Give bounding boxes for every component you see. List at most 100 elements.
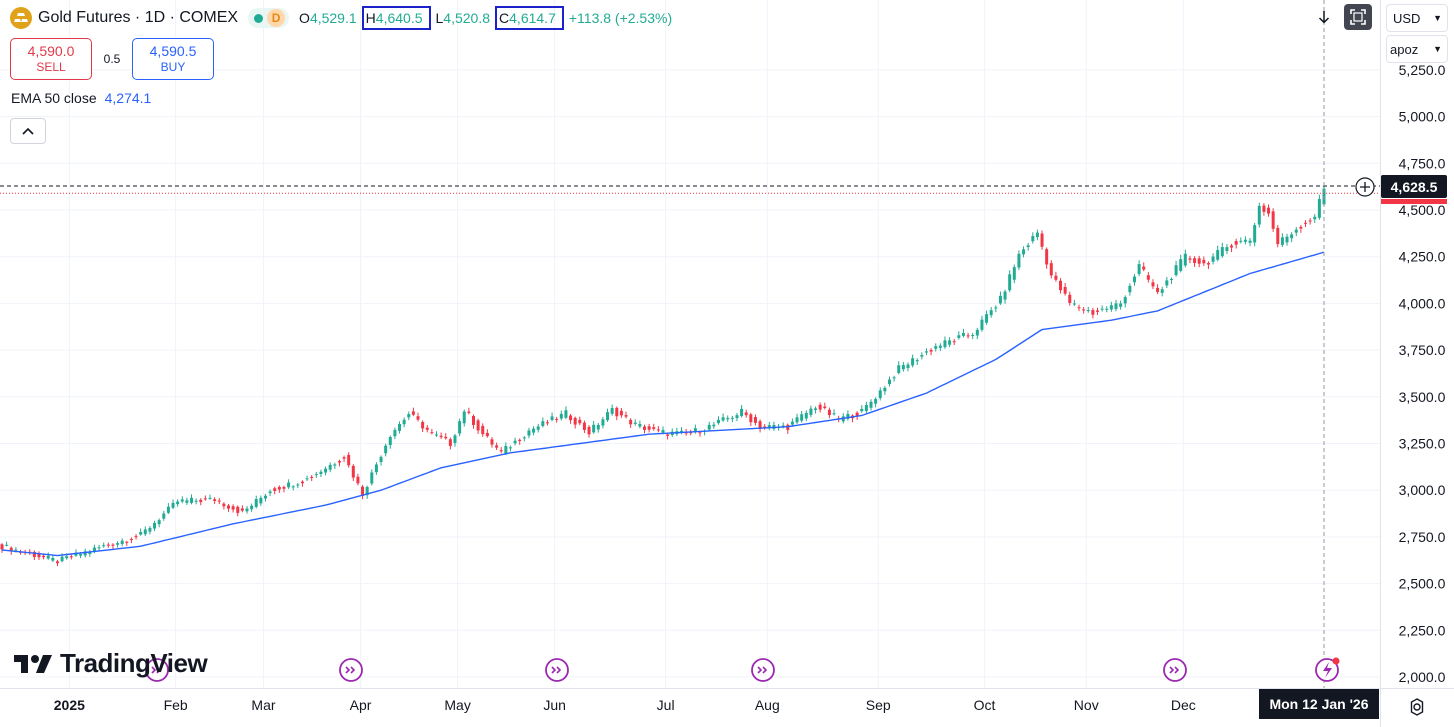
candle-body xyxy=(587,426,591,435)
candle xyxy=(1211,253,1215,265)
event-marker-ring xyxy=(145,658,169,682)
candle-body xyxy=(129,538,133,540)
candle-body xyxy=(5,544,9,546)
candle xyxy=(989,307,993,318)
candle-body xyxy=(545,422,549,424)
candle-body xyxy=(1017,253,1021,268)
event-marker-icon[interactable] xyxy=(751,658,775,682)
unit-select[interactable]: apoz ▼ xyxy=(1386,35,1448,63)
candle xyxy=(887,376,891,387)
candle xyxy=(1253,222,1257,247)
candle-body xyxy=(1156,287,1160,292)
scroll-to-latest-button[interactable] xyxy=(1310,4,1338,30)
candle xyxy=(139,528,143,536)
symbol-header: Gold Futures · 1D · COMEX D O 4,529.1 H 4,… xyxy=(10,6,677,30)
candle-body xyxy=(203,498,207,500)
price-axis: 2,000.0 2,250.0 2,500.0 2,750.0 3,000.0 3,250… xyxy=(1399,62,1446,685)
symbol-title[interactable]: Gold Futures · 1D · COMEX xyxy=(38,9,239,26)
candle xyxy=(1257,202,1261,228)
candle xyxy=(102,542,106,548)
candle-body xyxy=(786,424,790,431)
candle-body xyxy=(957,335,961,338)
candle xyxy=(495,442,499,451)
currency-value: USD xyxy=(1393,10,1421,26)
sell-button[interactable]: 4,590.0 SELL xyxy=(10,38,92,80)
candle xyxy=(236,505,240,517)
candle xyxy=(744,409,748,418)
candle-body xyxy=(305,478,309,480)
candle xyxy=(1054,271,1058,282)
candle xyxy=(171,499,175,510)
event-marker-icon[interactable] xyxy=(1163,658,1187,682)
crosshair-date-tag: Mon 12 Jan '26 xyxy=(1269,696,1368,712)
candle xyxy=(190,494,194,505)
add-alert-icon[interactable] xyxy=(1355,177,1375,197)
event-marker-icon[interactable] xyxy=(145,658,169,682)
candle-body xyxy=(1063,286,1067,294)
candle xyxy=(1165,276,1169,288)
candle-body xyxy=(111,544,115,546)
candle xyxy=(1230,243,1234,253)
time-axis-label: Feb xyxy=(164,697,188,713)
candle xyxy=(1077,304,1081,312)
candle-body xyxy=(601,419,605,426)
candle-body xyxy=(513,440,517,444)
candle xyxy=(536,423,540,433)
candle-body xyxy=(1160,289,1164,293)
candle xyxy=(129,537,133,544)
candle-body xyxy=(467,411,471,413)
candle xyxy=(966,332,970,339)
candle xyxy=(1290,232,1294,243)
ema-legend[interactable]: EMA 50 close 4,274.1 xyxy=(11,90,151,106)
candle xyxy=(319,469,323,477)
buy-button[interactable]: 4,590.5 BUY xyxy=(132,38,214,80)
candle xyxy=(1017,250,1021,271)
candle-body xyxy=(1077,307,1081,309)
candle-body xyxy=(726,418,730,420)
earnings-alert-icon[interactable] xyxy=(1315,657,1340,682)
tradingview-logo[interactable]: TradingView xyxy=(14,648,208,679)
candle-body xyxy=(365,486,369,496)
candle-body xyxy=(69,556,73,558)
candle xyxy=(1146,272,1150,283)
candle xyxy=(1109,301,1113,312)
event-marker-icon[interactable] xyxy=(545,658,569,682)
candle xyxy=(1156,284,1160,295)
time-axis-label: Aug xyxy=(755,697,780,713)
market-open-icon xyxy=(254,13,264,23)
candle xyxy=(596,422,600,433)
price-axis-label: 4,250.0 xyxy=(1399,249,1446,265)
candle xyxy=(291,485,295,491)
price-axis-label: 4,500.0 xyxy=(1399,202,1446,218)
candle xyxy=(32,550,36,561)
candle xyxy=(333,462,337,469)
candle xyxy=(712,421,716,429)
time-axis-label: Apr xyxy=(350,697,372,713)
candle-body xyxy=(139,531,143,535)
event-marker-icon[interactable] xyxy=(339,658,363,682)
collapse-legend-button[interactable] xyxy=(10,118,46,144)
candle-body xyxy=(569,415,573,421)
candle-body xyxy=(652,427,656,429)
candle xyxy=(643,424,647,434)
candle xyxy=(476,418,480,434)
fullscreen-button[interactable] xyxy=(1344,4,1372,30)
candle-body xyxy=(1128,285,1132,293)
candle xyxy=(393,427,397,440)
candle xyxy=(347,452,351,468)
candle-body xyxy=(1239,240,1243,242)
market-status-badge[interactable]: D xyxy=(248,8,290,28)
candle xyxy=(471,414,475,429)
candle xyxy=(1128,283,1132,296)
candle xyxy=(0,543,4,553)
candle xyxy=(324,466,328,476)
currency-select[interactable]: USD ▼ xyxy=(1386,4,1448,32)
candle xyxy=(1114,299,1118,312)
chart-settings-button[interactable] xyxy=(1404,694,1430,720)
candle-body xyxy=(1267,207,1271,214)
candle xyxy=(310,475,314,482)
candle xyxy=(462,409,466,427)
candle-body xyxy=(948,340,952,345)
candle-body xyxy=(273,488,277,491)
